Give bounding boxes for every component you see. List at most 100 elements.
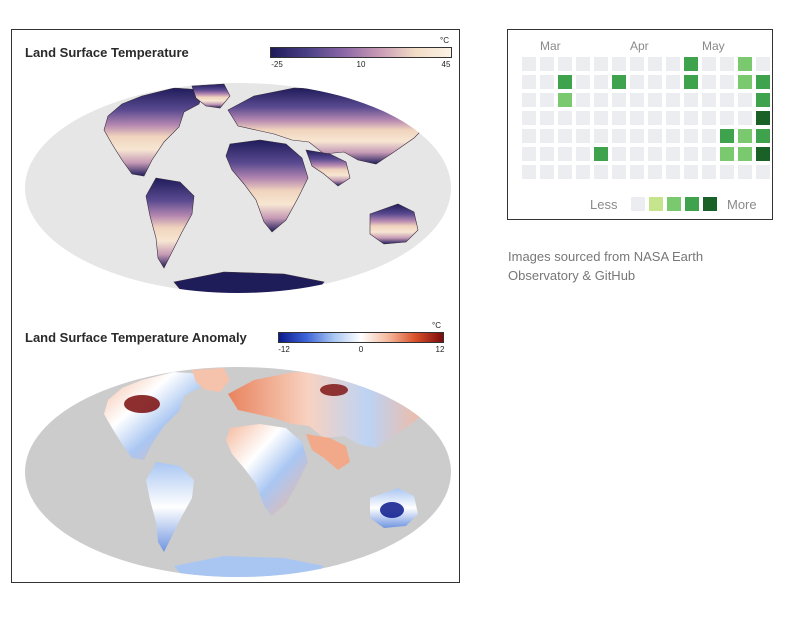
- contribution-cell[interactable]: [720, 129, 734, 143]
- contribution-cell[interactable]: [540, 147, 554, 161]
- contribution-cell[interactable]: [576, 57, 590, 71]
- contribution-cell[interactable]: [738, 93, 752, 107]
- contribution-cell[interactable]: [612, 129, 626, 143]
- contribution-cell[interactable]: [756, 165, 770, 179]
- contribution-cell[interactable]: [594, 57, 608, 71]
- contribution-cell[interactable]: [630, 147, 644, 161]
- contribution-cell[interactable]: [684, 75, 698, 89]
- contribution-cell[interactable]: [540, 129, 554, 143]
- contribution-cell[interactable]: [594, 165, 608, 179]
- contribution-cell[interactable]: [666, 75, 680, 89]
- contribution-cell[interactable]: [756, 129, 770, 143]
- contribution-cell[interactable]: [720, 75, 734, 89]
- contribution-cell[interactable]: [702, 129, 716, 143]
- contribution-cell[interactable]: [630, 93, 644, 107]
- contribution-cell[interactable]: [648, 75, 662, 89]
- contribution-cell[interactable]: [666, 57, 680, 71]
- contribution-cell[interactable]: [558, 57, 572, 71]
- contribution-cell[interactable]: [702, 147, 716, 161]
- contribution-cell[interactable]: [540, 57, 554, 71]
- contribution-cell[interactable]: [738, 75, 752, 89]
- bottom-map-title: Land Surface Temperature Anomaly: [25, 330, 247, 345]
- contribution-cell[interactable]: [702, 165, 716, 179]
- contribution-cell[interactable]: [540, 165, 554, 179]
- contribution-cell[interactable]: [684, 147, 698, 161]
- contribution-cell[interactable]: [666, 147, 680, 161]
- contribution-cell[interactable]: [738, 165, 752, 179]
- contribution-cell[interactable]: [594, 75, 608, 89]
- contribution-cell[interactable]: [630, 165, 644, 179]
- contribution-cell[interactable]: [522, 129, 536, 143]
- contribution-cell[interactable]: [558, 129, 572, 143]
- contribution-cell[interactable]: [666, 129, 680, 143]
- contribution-cell[interactable]: [756, 93, 770, 107]
- contribution-cell[interactable]: [576, 75, 590, 89]
- contribution-cell[interactable]: [630, 129, 644, 143]
- contribution-cell[interactable]: [756, 111, 770, 125]
- contribution-cell[interactable]: [612, 57, 626, 71]
- contribution-cell[interactable]: [522, 57, 536, 71]
- contribution-cell[interactable]: [648, 165, 662, 179]
- contribution-cell[interactable]: [720, 111, 734, 125]
- contribution-cell[interactable]: [648, 57, 662, 71]
- contribution-cell[interactable]: [594, 93, 608, 107]
- contribution-cell[interactable]: [522, 75, 536, 89]
- contribution-cell[interactable]: [540, 93, 554, 107]
- contribution-cell[interactable]: [522, 147, 536, 161]
- contribution-cell[interactable]: [630, 111, 644, 125]
- contribution-cell[interactable]: [756, 57, 770, 71]
- contribution-cell[interactable]: [612, 111, 626, 125]
- contribution-cell[interactable]: [648, 129, 662, 143]
- contribution-cell[interactable]: [558, 93, 572, 107]
- contribution-cell[interactable]: [738, 147, 752, 161]
- contribution-cell[interactable]: [612, 93, 626, 107]
- contribution-cell[interactable]: [540, 111, 554, 125]
- contribution-cell[interactable]: [684, 111, 698, 125]
- contribution-cell[interactable]: [684, 93, 698, 107]
- contribution-cell[interactable]: [558, 111, 572, 125]
- contribution-cell[interactable]: [684, 165, 698, 179]
- contribution-cell[interactable]: [738, 129, 752, 143]
- contribution-cell[interactable]: [522, 93, 536, 107]
- contribution-cell[interactable]: [702, 111, 716, 125]
- contribution-cell[interactable]: [720, 93, 734, 107]
- contribution-cell[interactable]: [558, 75, 572, 89]
- contribution-cell[interactable]: [576, 147, 590, 161]
- contribution-cell[interactable]: [522, 165, 536, 179]
- contribution-cell[interactable]: [576, 111, 590, 125]
- contribution-cell[interactable]: [666, 165, 680, 179]
- contribution-cell[interactable]: [612, 165, 626, 179]
- contribution-cell[interactable]: [522, 111, 536, 125]
- contribution-cell[interactable]: [720, 147, 734, 161]
- contribution-cell[interactable]: [756, 147, 770, 161]
- contribution-cell[interactable]: [702, 75, 716, 89]
- contribution-cell[interactable]: [630, 75, 644, 89]
- top-map-south-america: [145, 177, 195, 269]
- contribution-cell[interactable]: [720, 57, 734, 71]
- contribution-cell[interactable]: [648, 147, 662, 161]
- contribution-cell[interactable]: [594, 111, 608, 125]
- contribution-cell[interactable]: [594, 147, 608, 161]
- contribution-cell[interactable]: [756, 75, 770, 89]
- contribution-cell[interactable]: [738, 111, 752, 125]
- contribution-cell[interactable]: [576, 93, 590, 107]
- contribution-cell[interactable]: [540, 75, 554, 89]
- contribution-cell[interactable]: [576, 129, 590, 143]
- contribution-cell[interactable]: [558, 147, 572, 161]
- contribution-cell[interactable]: [684, 129, 698, 143]
- contribution-cell[interactable]: [648, 111, 662, 125]
- contribution-cell[interactable]: [612, 147, 626, 161]
- contribution-cell[interactable]: [738, 57, 752, 71]
- contribution-cell[interactable]: [648, 93, 662, 107]
- contribution-cell[interactable]: [666, 111, 680, 125]
- contribution-cell[interactable]: [666, 93, 680, 107]
- contribution-cell[interactable]: [612, 75, 626, 89]
- contribution-cell[interactable]: [702, 57, 716, 71]
- contribution-cell[interactable]: [558, 165, 572, 179]
- contribution-cell[interactable]: [576, 165, 590, 179]
- contribution-cell[interactable]: [594, 129, 608, 143]
- contribution-cell[interactable]: [702, 93, 716, 107]
- contribution-cell[interactable]: [630, 57, 644, 71]
- contribution-cell[interactable]: [720, 165, 734, 179]
- contribution-cell[interactable]: [684, 57, 698, 71]
